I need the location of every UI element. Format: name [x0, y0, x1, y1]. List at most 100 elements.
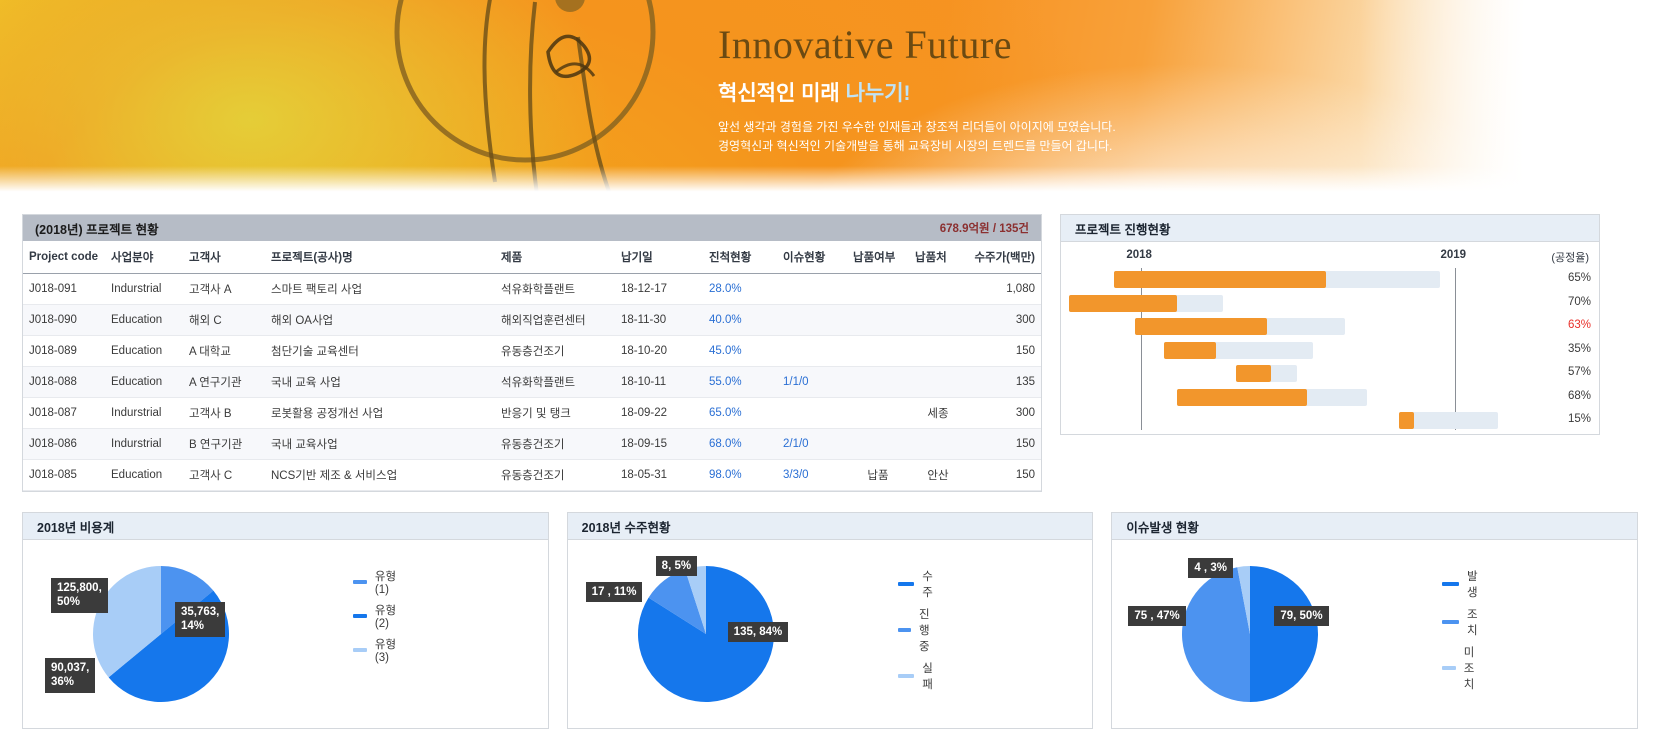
legend-swatch-icon	[1442, 666, 1456, 670]
pie-slice[interactable]	[1237, 566, 1251, 634]
hero-text-block: Innovative Future 혁신적인 미래 나누기! 앞선 생각과 경험…	[718, 22, 1116, 155]
cell-destination: 세종	[909, 397, 967, 429]
cell-issue	[777, 304, 847, 336]
cell-issue: 3/3/0	[777, 459, 847, 491]
col-delivered[interactable]: 납품여부	[847, 241, 909, 274]
col-destination[interactable]: 납품처	[909, 241, 967, 274]
cell-due-date: 18-09-22	[615, 397, 703, 429]
table-row[interactable]: J018-091 Indurstrial 고객사 A 스마트 팩토리 사업 석유화학플랜…	[23, 273, 1041, 305]
cell-due-date: 18-09-15	[615, 428, 703, 460]
project-status-summary: 678.9억원 / 135건	[939, 223, 1029, 235]
col-issue[interactable]: 이슈현황	[777, 241, 847, 274]
cell-field: Indurstrial	[105, 428, 183, 460]
pie-slice[interactable]	[648, 569, 706, 634]
legend-item[interactable]: 유형(2)	[353, 602, 397, 630]
gantt-row[interactable]: 15%	[1061, 409, 1599, 433]
hero-banner: Innovative Future 혁신적인 미래 나누기! 앞선 생각과 경험…	[0, 0, 1660, 196]
cell-field: Indurstrial	[105, 397, 183, 429]
cell-project-code: J018-086	[23, 428, 105, 460]
legend-label: 진행중	[919, 609, 930, 653]
gantt-row[interactable]: 65%	[1061, 268, 1599, 292]
pie-slice[interactable]	[1182, 567, 1251, 702]
cell-progress: 98.0%	[703, 459, 777, 491]
legend-item[interactable]: 유형(3)	[353, 636, 397, 664]
gantt-row[interactable]: 70%	[1061, 292, 1599, 316]
legend-item[interactable]: 미조치	[1442, 644, 1483, 692]
gantt-percent-label: 35%	[1567, 342, 1591, 355]
pie-slice[interactable]	[684, 566, 706, 634]
legend-label: 유형(3)	[374, 639, 397, 664]
cell-field: Education	[105, 459, 183, 491]
pie-panel-header: 2018년 비용계	[23, 513, 548, 540]
legend-item[interactable]: 수주	[897, 568, 939, 600]
legend-item[interactable]: 실패	[897, 660, 939, 692]
col-project-name[interactable]: 프로젝트(공사)명	[265, 241, 495, 274]
legend-label: 수주	[922, 571, 933, 599]
col-amount[interactable]: 수주가(백만)	[967, 241, 1041, 274]
cell-progress: 45.0%	[703, 335, 777, 367]
hero-description: 앞선 생각과 경험을 가진 우수한 인재들과 창조적 리더들이 아이지에 모였습…	[718, 118, 1116, 155]
pie-legend: 유형(1) 유형(2) 유형(3)	[353, 568, 397, 670]
cell-issue	[777, 397, 847, 429]
cell-amount: 1,080	[967, 273, 1041, 305]
table-row[interactable]: J018-090 Education 해외 C 해외 OA사업 해외직업훈련센터 18-1…	[23, 304, 1041, 336]
hero-subtitle-highlight: 나누기!	[845, 82, 911, 105]
gantt-gridline-2018	[1141, 268, 1143, 430]
gantt-percent-label: 15%	[1567, 413, 1591, 425]
table-row[interactable]: J018-085 Education 고객사 C NCS기반 제조 & 서비스업 유동층…	[23, 459, 1041, 491]
legend-item[interactable]: 발생	[1442, 568, 1483, 600]
col-client[interactable]: 고객사	[183, 241, 265, 274]
gantt-fill	[1398, 412, 1414, 429]
pie-panel-1: 2018년 비용계 35,763, 14% 125,800, 50% 90,037, …	[22, 512, 549, 729]
cell-destination	[909, 335, 967, 367]
legend-item[interactable]: 조치	[1442, 606, 1483, 638]
gantt-percent-label: 57%	[1567, 366, 1591, 378]
cell-amount: 150	[967, 459, 1041, 491]
pie-chart: 135, 84% 17 , 11% 8, 5% 수주 진행중 실패	[568, 540, 933, 728]
col-progress[interactable]: 진척현황	[703, 241, 777, 274]
legend-label: 발생	[1466, 571, 1478, 599]
gantt-percent-label: 65%	[1567, 272, 1591, 284]
gantt-percent-label: 70%	[1567, 295, 1591, 308]
table-row[interactable]: J018-086 Indurstrial B 연구기관 국내 교육사업 유동층건조기 18…	[23, 428, 1041, 460]
legend-swatch-icon	[1442, 582, 1459, 586]
gantt-fill	[1163, 341, 1217, 359]
pie-slice[interactable]	[161, 566, 214, 634]
pie-data-label: 125,800, 50%	[51, 578, 108, 613]
hero-title: Innovative Future	[718, 22, 1012, 67]
legend-item[interactable]: 유형(1)	[353, 568, 397, 596]
cell-delivered	[847, 304, 909, 336]
col-product[interactable]: 제품	[495, 241, 615, 274]
table-row[interactable]: J018-087 Indurstrial 고객사 B 로봇활용 공정개선 사업 반응기 …	[23, 397, 1041, 429]
cell-issue: 2/1/0	[777, 428, 847, 460]
col-due-date[interactable]: 납기일	[615, 241, 703, 274]
gantt-fill	[1134, 318, 1267, 335]
pie-slice[interactable]	[1250, 566, 1319, 702]
cell-project-name: 국내 교육사업	[265, 428, 495, 460]
gantt-row[interactable]: 63%	[1061, 315, 1599, 339]
cell-destination	[909, 428, 967, 460]
pie-slice[interactable]	[93, 566, 161, 678]
cell-project-name: 로봇활용 공정개선 사업	[265, 397, 495, 429]
cell-project-name: NCS기반 제조 & 서비스업	[265, 459, 495, 491]
col-project-code[interactable]: Project code	[23, 241, 105, 274]
gantt-row[interactable]: 68%	[1061, 386, 1599, 410]
cell-amount: 150	[967, 335, 1041, 367]
legend-item[interactable]: 진행중	[897, 606, 939, 654]
cell-product: 유동층건조기	[495, 335, 615, 367]
col-field[interactable]: 사업분야	[105, 241, 183, 274]
pie-chart: 35,763, 14% 125,800, 50% 90,037, 36% 유형(1) 유…	[23, 540, 396, 728]
pie-svg	[1182, 566, 1319, 702]
table-row[interactable]: J018-088 Education A 연구기관 국내 교육 사업 석유화학플랜트 18…	[23, 366, 1041, 398]
table-row[interactable]: J018-089 Education A 대학교 첨단기술 교육센터 유동층건조기 18-…	[23, 335, 1041, 367]
gantt-row[interactable]: 57%	[1061, 362, 1599, 386]
legend-swatch-icon	[353, 648, 367, 652]
gantt-row[interactable]: 35%	[1061, 339, 1599, 363]
legend-swatch-icon	[897, 582, 915, 586]
cell-amount: 135	[967, 366, 1041, 398]
hero-description-line-2: 경영혁신과 혁신적인 기술개발을 통해 교육장비 시장의 트렌드를 만들어 갑니…	[718, 138, 1113, 153]
hero-subtitle: 혁신적인 미래 나누기!	[718, 77, 1116, 107]
cell-project-code: J018-090	[23, 304, 105, 336]
